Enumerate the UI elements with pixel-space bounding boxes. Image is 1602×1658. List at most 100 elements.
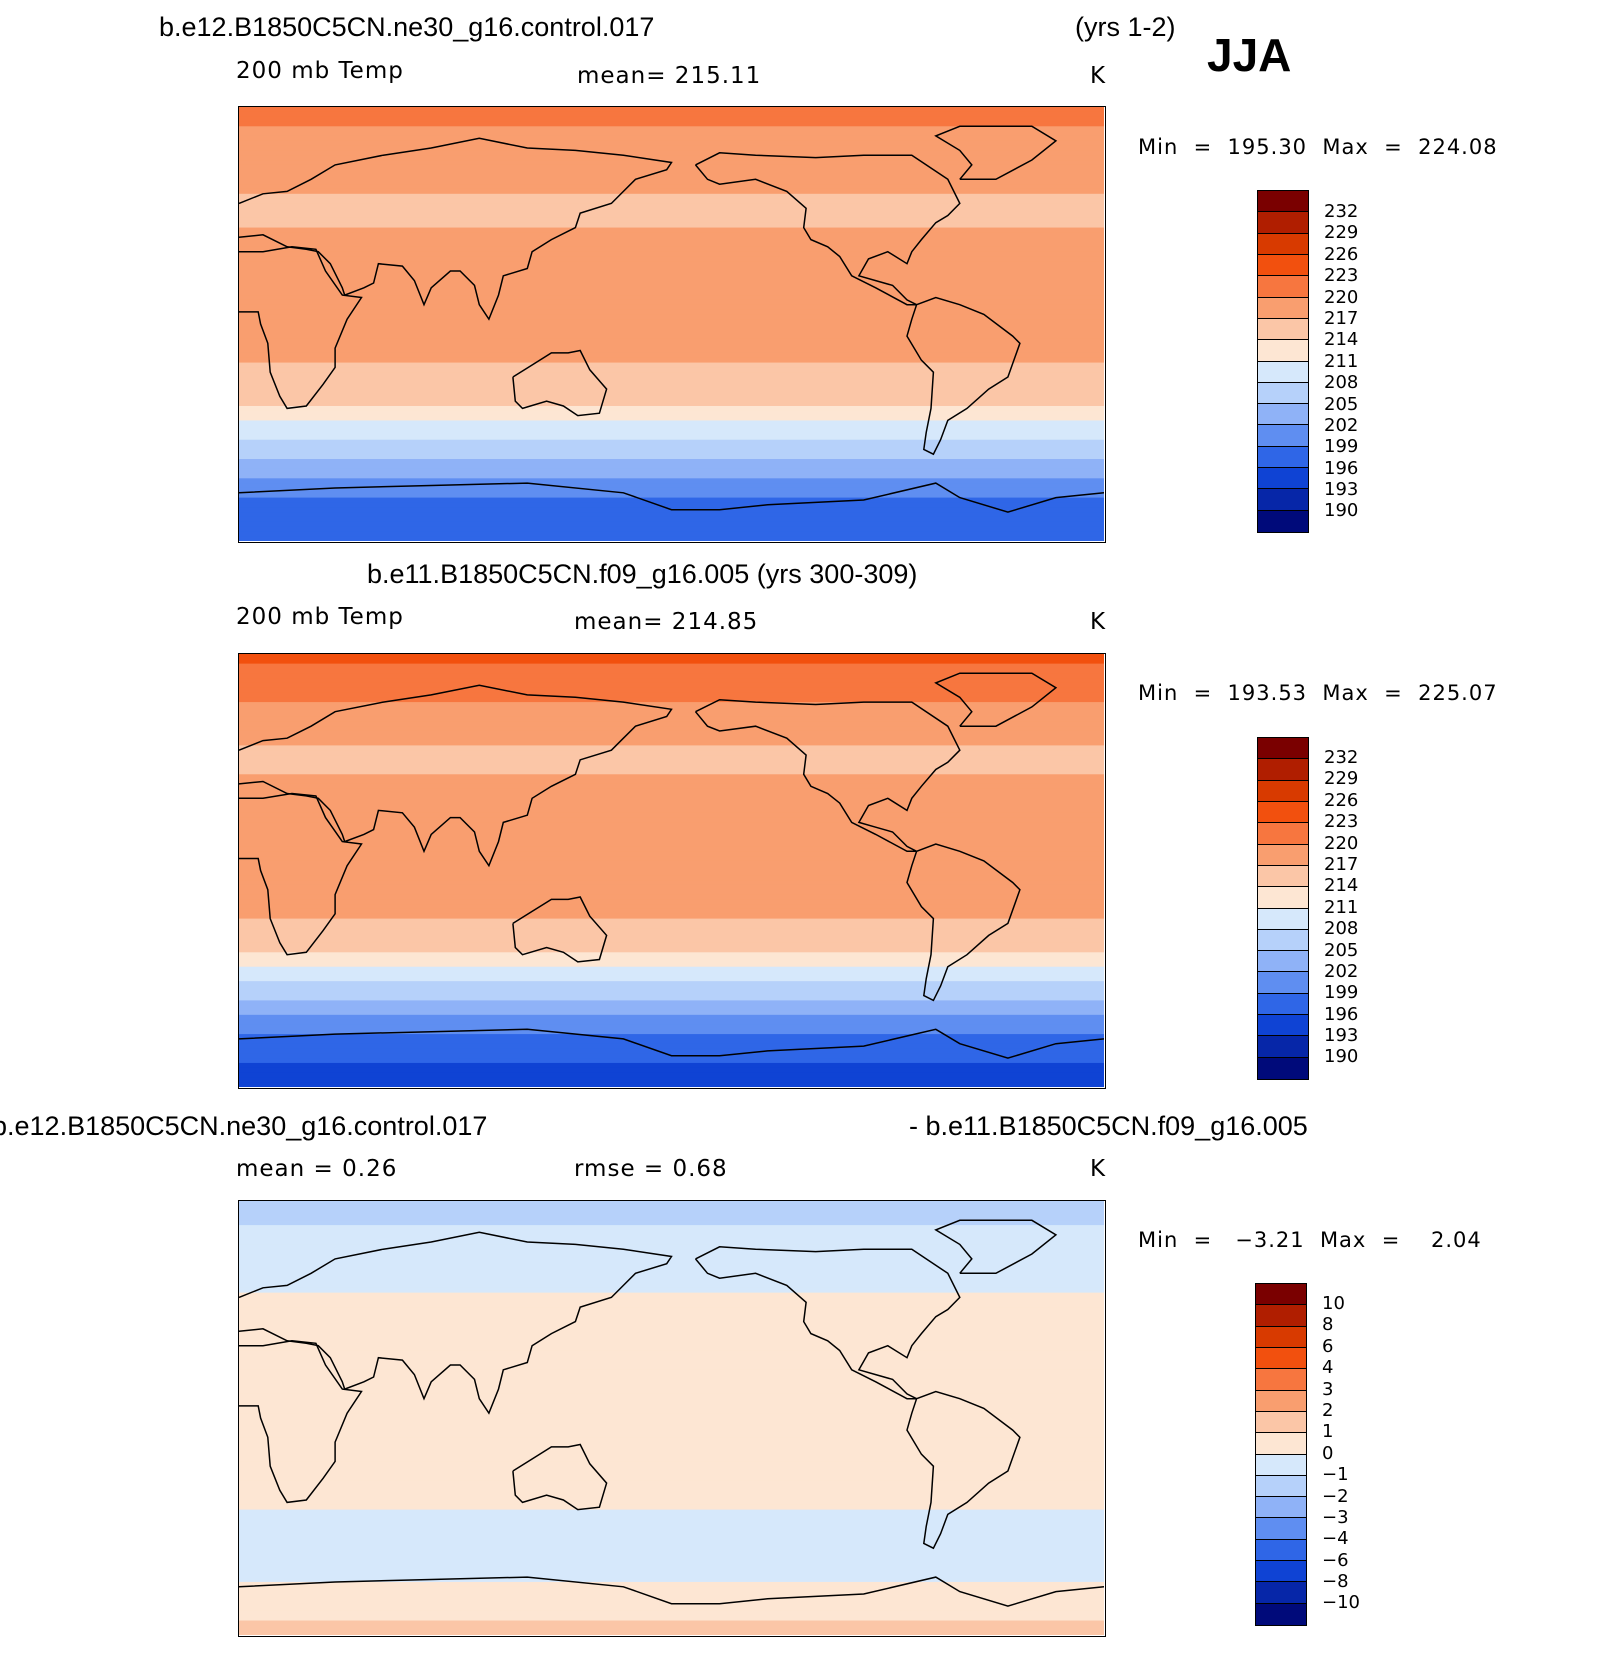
zonal-band [239, 362, 1104, 368]
colorbar-swatch [1258, 801, 1308, 824]
colorbar-swatch [1256, 1369, 1306, 1391]
zonal-band [239, 295, 1104, 301]
zonal-band [239, 328, 1104, 335]
colorbar-tick-label: 211 [1324, 896, 1359, 918]
zonal-band [239, 1495, 1104, 1501]
zonal-band [239, 217, 1104, 224]
zonal-band [239, 1019, 1104, 1026]
zonal-band [239, 1005, 1104, 1011]
zonal-band [239, 1201, 1104, 1207]
zonal-band [239, 1625, 1104, 1631]
colorbar-swatch [1258, 233, 1308, 255]
zonal-band [239, 875, 1104, 881]
colorbar-swatch [1258, 1057, 1308, 1079]
panel1-map [238, 106, 1106, 543]
zonal-band [239, 1567, 1104, 1573]
colorbar-tick-label: −1 [1322, 1464, 1349, 1486]
colorbar-tick-label: 205 [1324, 939, 1359, 961]
zonal-band [239, 1082, 1104, 1087]
zonal-band [239, 899, 1104, 905]
zonal-band [239, 1528, 1104, 1535]
zonal-band [239, 933, 1104, 939]
zonal-band [239, 1562, 1104, 1569]
colorbar-swatch [1256, 1305, 1306, 1327]
zonal-band [239, 150, 1104, 156]
zonal-band [239, 1220, 1104, 1226]
zonal-band [239, 1336, 1104, 1342]
colorbar-swatch [1258, 340, 1308, 362]
colorbar-swatch [1258, 823, 1308, 845]
zonal-band [239, 1543, 1104, 1549]
colorbar-tick-label: 0 [1322, 1442, 1334, 1464]
zonal-band [239, 459, 1104, 465]
zonal-band [239, 512, 1104, 518]
panel2-colorbar-labels: 232 229 226 223 220 217 214 211 208 205 202 199 196 1… [1324, 747, 1358, 1068]
zonal-band [239, 1466, 1104, 1472]
coastline [239, 1028, 1104, 1059]
colorbar-tick-label: 226 [1324, 789, 1359, 811]
colorbar-tick-label: 202 [1324, 960, 1359, 982]
zonal-band [239, 1034, 1104, 1040]
zonal-band [239, 1490, 1104, 1496]
zonal-band [239, 1524, 1104, 1530]
colorbar-tick-label: 217 [1324, 307, 1359, 329]
colorbar-swatch [1258, 489, 1308, 511]
zonal-band [239, 1432, 1104, 1438]
zonal-band [239, 904, 1104, 910]
colorbar-swatch [1258, 865, 1308, 888]
colorbar-swatch [1258, 951, 1308, 973]
zonal-band [239, 299, 1104, 306]
colorbar-swatch [1258, 972, 1308, 994]
panel1-colorbar [1257, 190, 1309, 533]
colorbar-swatch [1258, 191, 1308, 213]
zonal-band [239, 1451, 1104, 1458]
zonal-band [239, 779, 1104, 785]
zonal-band [239, 285, 1104, 291]
zonal-band [239, 208, 1104, 214]
colorbar-swatch [1256, 1582, 1306, 1604]
zonal-band [239, 367, 1104, 373]
coastline [906, 296, 1021, 456]
zonal-band [239, 107, 1104, 113]
colorbar-tick-label: 208 [1324, 918, 1359, 940]
zonal-band [239, 1581, 1104, 1588]
zonal-band [239, 1326, 1104, 1332]
zonal-band [239, 531, 1104, 537]
zonal-band [239, 1475, 1104, 1482]
zonal-band [239, 116, 1104, 123]
zonal-band [239, 1572, 1104, 1578]
zonal-band [239, 678, 1104, 684]
zonal-band [239, 1364, 1104, 1371]
panel1-colorbar-labels: 232 229 226 223 220 217 214 211 208 205 202 199 196 1… [1324, 201, 1358, 522]
zonal-band [239, 1557, 1104, 1564]
panel2-minmax: Min = 193.53 Max = 225.07 [1138, 681, 1498, 705]
zonal-band [239, 1058, 1104, 1064]
zonal-band [239, 957, 1104, 963]
zonal-band [239, 1591, 1104, 1598]
zonal-band [239, 343, 1104, 349]
panel3-minmax: Min = −3.21 Max = 2.04 [1138, 1228, 1482, 1252]
zonal-band [239, 483, 1104, 489]
zonal-band [239, 237, 1104, 243]
zonal-band [239, 1499, 1104, 1506]
zonal-band [239, 928, 1104, 934]
colorbar-swatch [1258, 908, 1308, 930]
zonal-band [239, 1408, 1104, 1414]
colorbar-tick-label: 211 [1324, 350, 1359, 372]
colorbar-tick-label: 220 [1324, 286, 1359, 308]
zonal-band [239, 1504, 1104, 1511]
panel1-units-label: K [1090, 63, 1107, 89]
zonal-band [239, 1239, 1104, 1245]
colorbar-tick-label: 193 [1324, 479, 1359, 501]
zonal-band [239, 304, 1104, 311]
colorbar-swatch [1256, 1561, 1306, 1583]
zonal-band [239, 692, 1104, 698]
zonal-band [239, 735, 1104, 742]
zonal-band [239, 126, 1104, 132]
colorbar-swatch [1258, 425, 1308, 447]
colorbar-tick-label: −10 [1322, 1592, 1360, 1614]
zonal-band [239, 682, 1104, 689]
colorbar-swatch [1256, 1326, 1306, 1348]
colorbar-tick-label: 220 [1324, 832, 1359, 854]
zonal-band [239, 1437, 1104, 1443]
